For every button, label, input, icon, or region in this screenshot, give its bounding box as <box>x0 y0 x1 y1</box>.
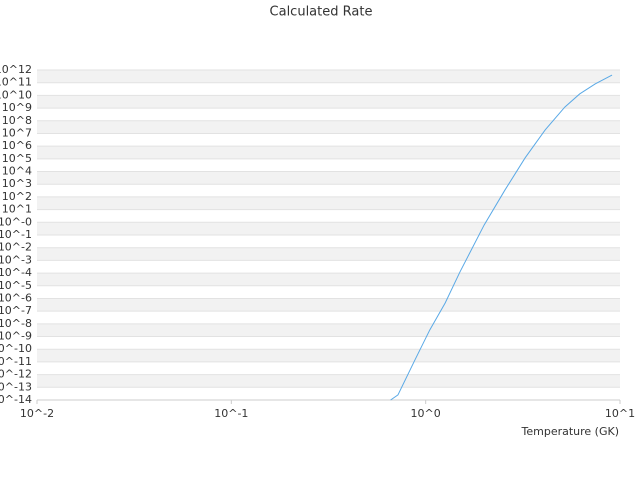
y-tick-label: 10^-9 <box>0 330 32 343</box>
grid-band <box>37 222 620 235</box>
grid-band <box>37 70 620 83</box>
grid-band <box>37 196 620 210</box>
grid-band <box>37 171 620 185</box>
y-tick-label: 10^-7 <box>0 304 32 317</box>
y-tick-label: 10^-4 <box>0 266 32 279</box>
y-tick-label: 10^-11 <box>0 355 32 368</box>
grid-band <box>37 146 620 159</box>
y-tick-label: 10^10 <box>0 88 32 101</box>
y-tick-label: 10^9 <box>2 101 32 114</box>
y-tick-label: 10^-3 <box>0 253 32 266</box>
y-tick-label: 10^7 <box>2 126 32 139</box>
y-tick-label: 10^-8 <box>0 317 32 330</box>
chart-title: Calculated Rate <box>270 5 373 20</box>
y-tick-label: 10^6 <box>2 139 32 152</box>
y-tick-label: 10^12 <box>0 63 32 76</box>
y-tick-label: 10^4 <box>2 165 32 178</box>
y-tick-label: 10^3 <box>2 177 32 190</box>
grid-band <box>37 349 620 362</box>
x-tick-label: 10^-2 <box>20 407 54 420</box>
y-tick-label: 10^-10 <box>0 342 32 355</box>
data-line <box>390 74 613 401</box>
y-tick-label: 10^5 <box>2 152 32 165</box>
y-tick-label: 10^2 <box>2 190 32 203</box>
y-tick-label: 10^-2 <box>0 241 32 254</box>
y-tick-label: 10^8 <box>2 114 32 127</box>
y-tick-label: 10^-0 <box>0 215 32 228</box>
grid-band <box>37 273 620 286</box>
y-tick-label: 10^1 <box>2 203 32 216</box>
grid-band <box>37 298 620 312</box>
x-tick-label: 10^0 <box>411 407 441 420</box>
y-tick-label: 10^-6 <box>0 291 32 304</box>
y-tick-label: 10^-13 <box>0 380 32 393</box>
grid-band <box>37 120 620 134</box>
y-tick-label: 10^-1 <box>0 228 32 241</box>
grid-band <box>37 323 620 337</box>
x-axis-label: Temperature (GK) <box>521 425 620 438</box>
y-tick-label: 10^-14 <box>0 393 32 406</box>
grid-band <box>37 95 620 109</box>
x-tick-label: 10^1 <box>605 407 635 420</box>
y-tick-label: 10^11 <box>0 76 32 89</box>
grid-band <box>37 374 620 388</box>
y-tick-label: 10^-5 <box>0 279 32 292</box>
grid-band <box>37 247 620 261</box>
y-tick-label: 10^-12 <box>0 368 32 381</box>
x-tick-label: 10^-1 <box>214 407 248 420</box>
